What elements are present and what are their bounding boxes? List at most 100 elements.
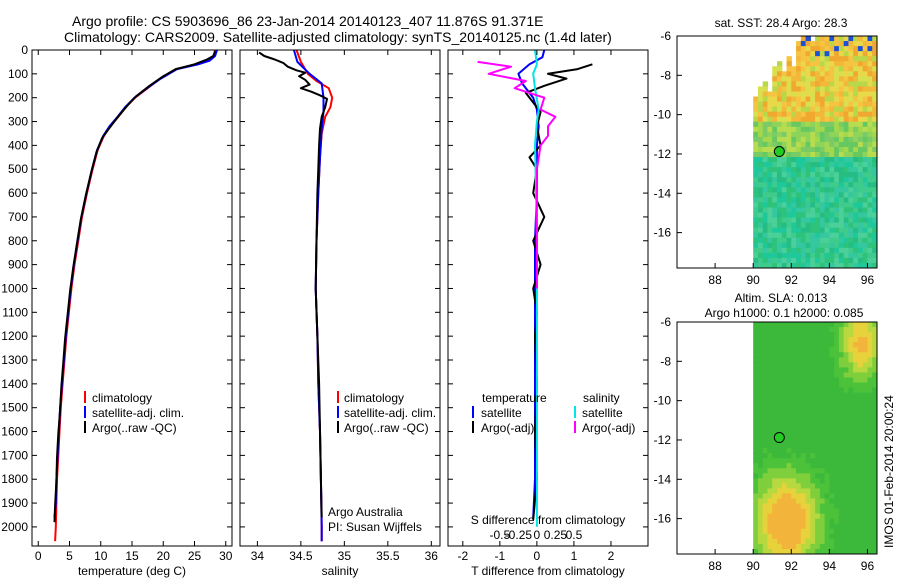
map-cell: [805, 106, 811, 113]
map-cell: [796, 478, 802, 484]
map-cell: [786, 207, 792, 214]
map-cell: [800, 533, 807, 540]
map-cell: [862, 377, 869, 384]
map-cell: [872, 61, 877, 67]
map-cell: [838, 146, 845, 153]
map-cell: [757, 262, 764, 268]
map-cell: [762, 448, 769, 454]
map-cell: [857, 327, 864, 333]
map-cell: [819, 167, 826, 173]
map-cell: [805, 503, 811, 510]
s-tick-label: -0.25: [505, 528, 533, 542]
map-cell: [834, 493, 840, 500]
map-cell: [819, 257, 826, 264]
map-cell: [762, 538, 769, 545]
map-cell: [786, 443, 792, 449]
map-cell: [796, 222, 802, 229]
map-cell: [815, 493, 821, 500]
map-cell: [867, 372, 873, 379]
map-cell: [805, 242, 811, 249]
map-cell: [867, 432, 873, 439]
map-cell: [815, 217, 821, 224]
map-cell: [805, 458, 811, 464]
map-cell: [819, 543, 826, 550]
map-cell: [853, 352, 859, 358]
map-cell: [862, 71, 869, 77]
map-cell: [805, 257, 811, 264]
t-difference-x-label: T difference from climatology: [471, 564, 625, 578]
map-cell: [762, 322, 769, 328]
map-cell: [819, 458, 826, 464]
salinity-x-ticks: 34 34.5 35 35.5 36: [251, 50, 438, 563]
legend-header-temperature: temperature: [482, 391, 547, 405]
map-cell: [772, 157, 778, 163]
map-cell: [843, 101, 850, 108]
map-cell: [815, 443, 821, 449]
map-cell: [857, 66, 864, 72]
map-cell: [872, 116, 877, 123]
map-cell: [762, 402, 769, 409]
map-cell: [872, 227, 877, 234]
map-cell: [829, 432, 835, 439]
map-cell: [857, 41, 864, 47]
sla-map-subtitle: Argo h1000: 0.1 h2000: 0.085: [705, 306, 864, 320]
map-cell: [805, 136, 811, 143]
map-cell: [810, 468, 816, 474]
map-cell: [810, 438, 816, 444]
map-cell: [862, 162, 869, 168]
map-cell: [772, 207, 778, 214]
map-cell: [800, 162, 807, 168]
map-cell: [838, 412, 845, 419]
sla-map-title: Altim. SLA: 0.013: [735, 291, 828, 305]
map-cell: [753, 538, 759, 545]
map-cell: [815, 412, 821, 419]
map-cell: [800, 121, 807, 128]
map-cell: [848, 518, 854, 525]
map-cell: [848, 152, 854, 158]
map-cell: [829, 493, 835, 500]
map-cell: [753, 167, 759, 173]
map-cell: [843, 407, 850, 414]
map-cell: [777, 91, 783, 98]
map-cell: [834, 126, 840, 133]
map-cell: [843, 131, 850, 138]
map-cell: [872, 197, 877, 204]
map-cell: [848, 473, 854, 479]
map-cell: [872, 247, 877, 254]
x-tick-label: 10: [94, 549, 108, 563]
map-cell: [872, 152, 877, 158]
map-cell: [834, 212, 840, 219]
map-cell: [757, 543, 764, 550]
map-cell: [829, 51, 835, 57]
map-cell: [815, 36, 821, 42]
map-cell: [829, 367, 835, 374]
map-cell: [819, 36, 826, 42]
map-cell: [862, 126, 869, 133]
map-cell: [862, 438, 869, 444]
map-cell: [791, 192, 797, 198]
map-cell: [848, 212, 854, 219]
map-cell: [824, 212, 830, 219]
map-cell: [805, 548, 811, 554]
map-cell: [838, 192, 845, 198]
map-cell: [762, 357, 769, 363]
map-cell: [853, 443, 859, 449]
map-cell: [767, 478, 773, 484]
map-cell: [819, 438, 826, 444]
map-cell: [810, 448, 816, 454]
map-cell: [857, 337, 864, 343]
map-cell: [781, 493, 788, 500]
map-cell: [857, 513, 864, 520]
map-cell: [848, 417, 854, 424]
map-cell: [810, 412, 816, 419]
map-cell: [853, 493, 859, 500]
map-cell: [777, 207, 783, 214]
map-cell: [857, 342, 864, 348]
map-cell: [867, 463, 873, 469]
map-cell: [810, 488, 816, 495]
imos-timestamp: IMOS 01-Feb-2014 20:00:24: [882, 395, 896, 548]
map-cell: [838, 458, 845, 464]
map-cell: [757, 157, 764, 163]
map-cell: [848, 71, 854, 77]
map-cell: [824, 162, 830, 168]
